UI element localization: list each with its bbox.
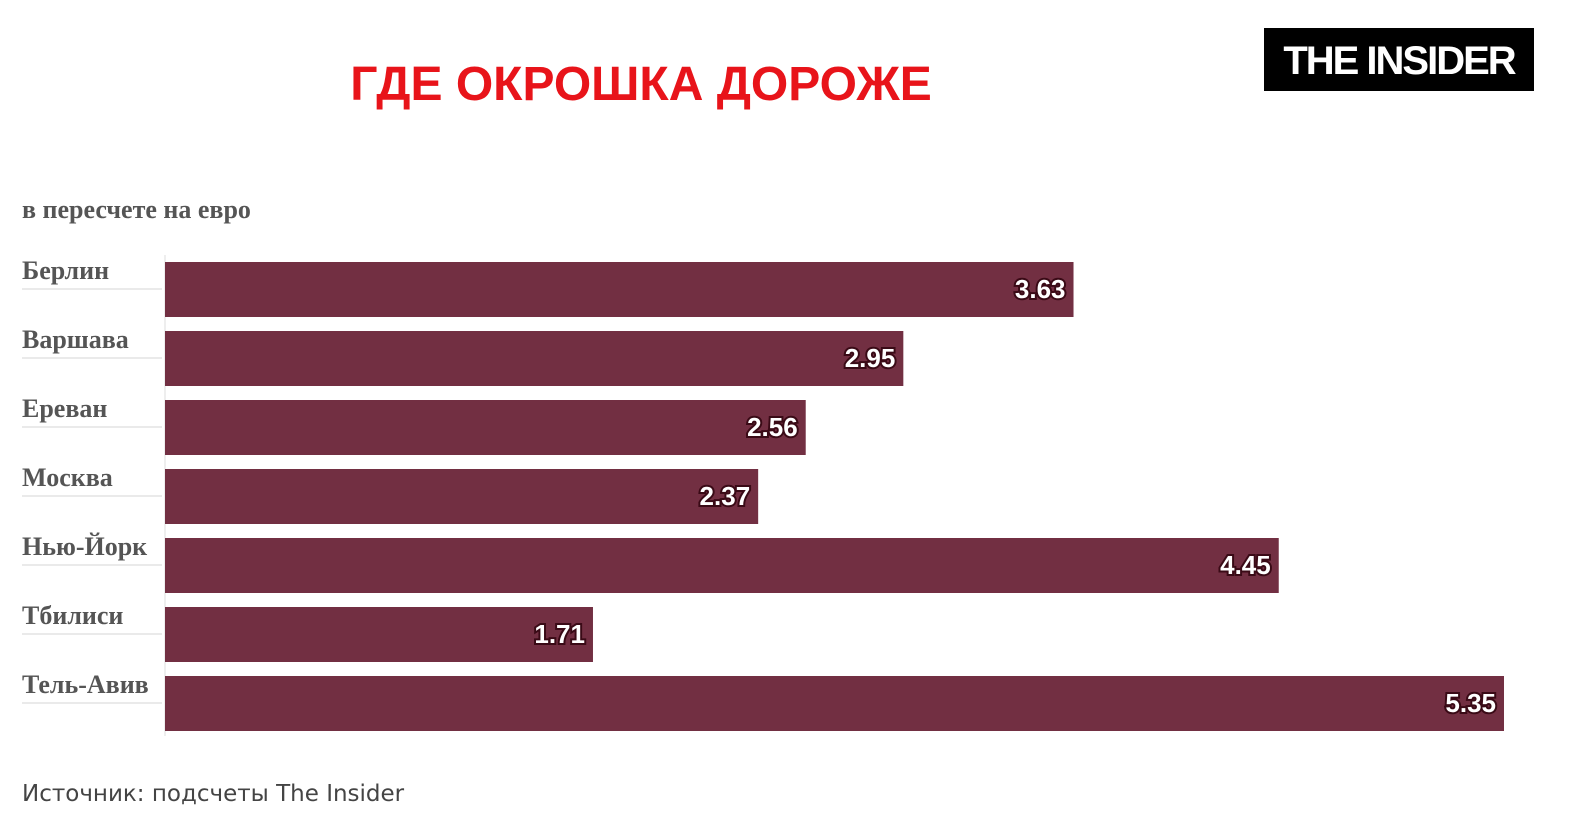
bar <box>165 262 1074 317</box>
bar <box>165 400 806 455</box>
bar <box>165 538 1279 593</box>
value-label: 2.95 <box>845 343 896 373</box>
bar <box>165 469 759 524</box>
bar <box>165 331 904 386</box>
subtitle: в пересчете на евро <box>22 195 251 224</box>
logo-box <box>1264 28 1534 91</box>
category-label: Тбилиси <box>22 601 123 630</box>
bar <box>165 607 593 662</box>
category-label: Варшава <box>22 325 129 354</box>
logo: THE INSIDER <box>1283 39 1516 83</box>
value-label: 2.37 <box>700 481 751 511</box>
value-label: 3.63 <box>1015 274 1066 304</box>
category-label: Тель-Авив <box>22 670 149 699</box>
category-label: Нью-Йорк <box>22 532 147 561</box>
category-label: Ереван <box>22 394 107 423</box>
category-label: Берлин <box>22 256 109 285</box>
category-label: Москва <box>22 463 113 492</box>
value-label: 2.56 <box>747 412 798 442</box>
value-label: 4.45 <box>1220 550 1271 580</box>
chart-title: ГДЕ ОКРОШКА ДОРОЖЕ <box>350 58 931 111</box>
bar <box>165 676 1504 731</box>
source: Источник: подсчеты The Insider <box>22 781 405 807</box>
value-label: 1.71 <box>534 619 585 649</box>
value-label: 5.35 <box>1445 688 1496 718</box>
